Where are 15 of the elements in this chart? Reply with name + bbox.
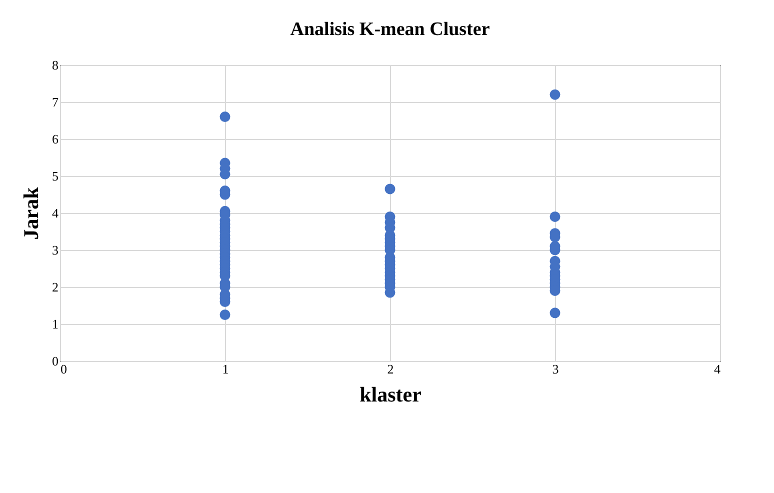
y-tick-label: 8	[52, 58, 58, 72]
x-tick-label: 1	[222, 362, 229, 376]
x-tick-label: 4	[714, 362, 721, 376]
y-tick-label: 7	[52, 94, 59, 110]
y-tick-label: 2	[52, 280, 58, 294]
x-tick-label: 3	[552, 362, 559, 376]
x-tick-label: 2	[387, 362, 394, 376]
y-axis-title: Jarak	[19, 186, 43, 240]
y-tick-label: 6	[52, 132, 59, 146]
x-axis-title: klaster	[360, 382, 422, 406]
y-tick-label: 1	[52, 316, 58, 332]
y-tick-label: 3	[52, 242, 58, 258]
y-tick-label: 5	[52, 168, 58, 184]
chart-title: Analisis K-mean Cluster	[290, 19, 490, 40]
y-tick-label: 4	[52, 206, 59, 220]
